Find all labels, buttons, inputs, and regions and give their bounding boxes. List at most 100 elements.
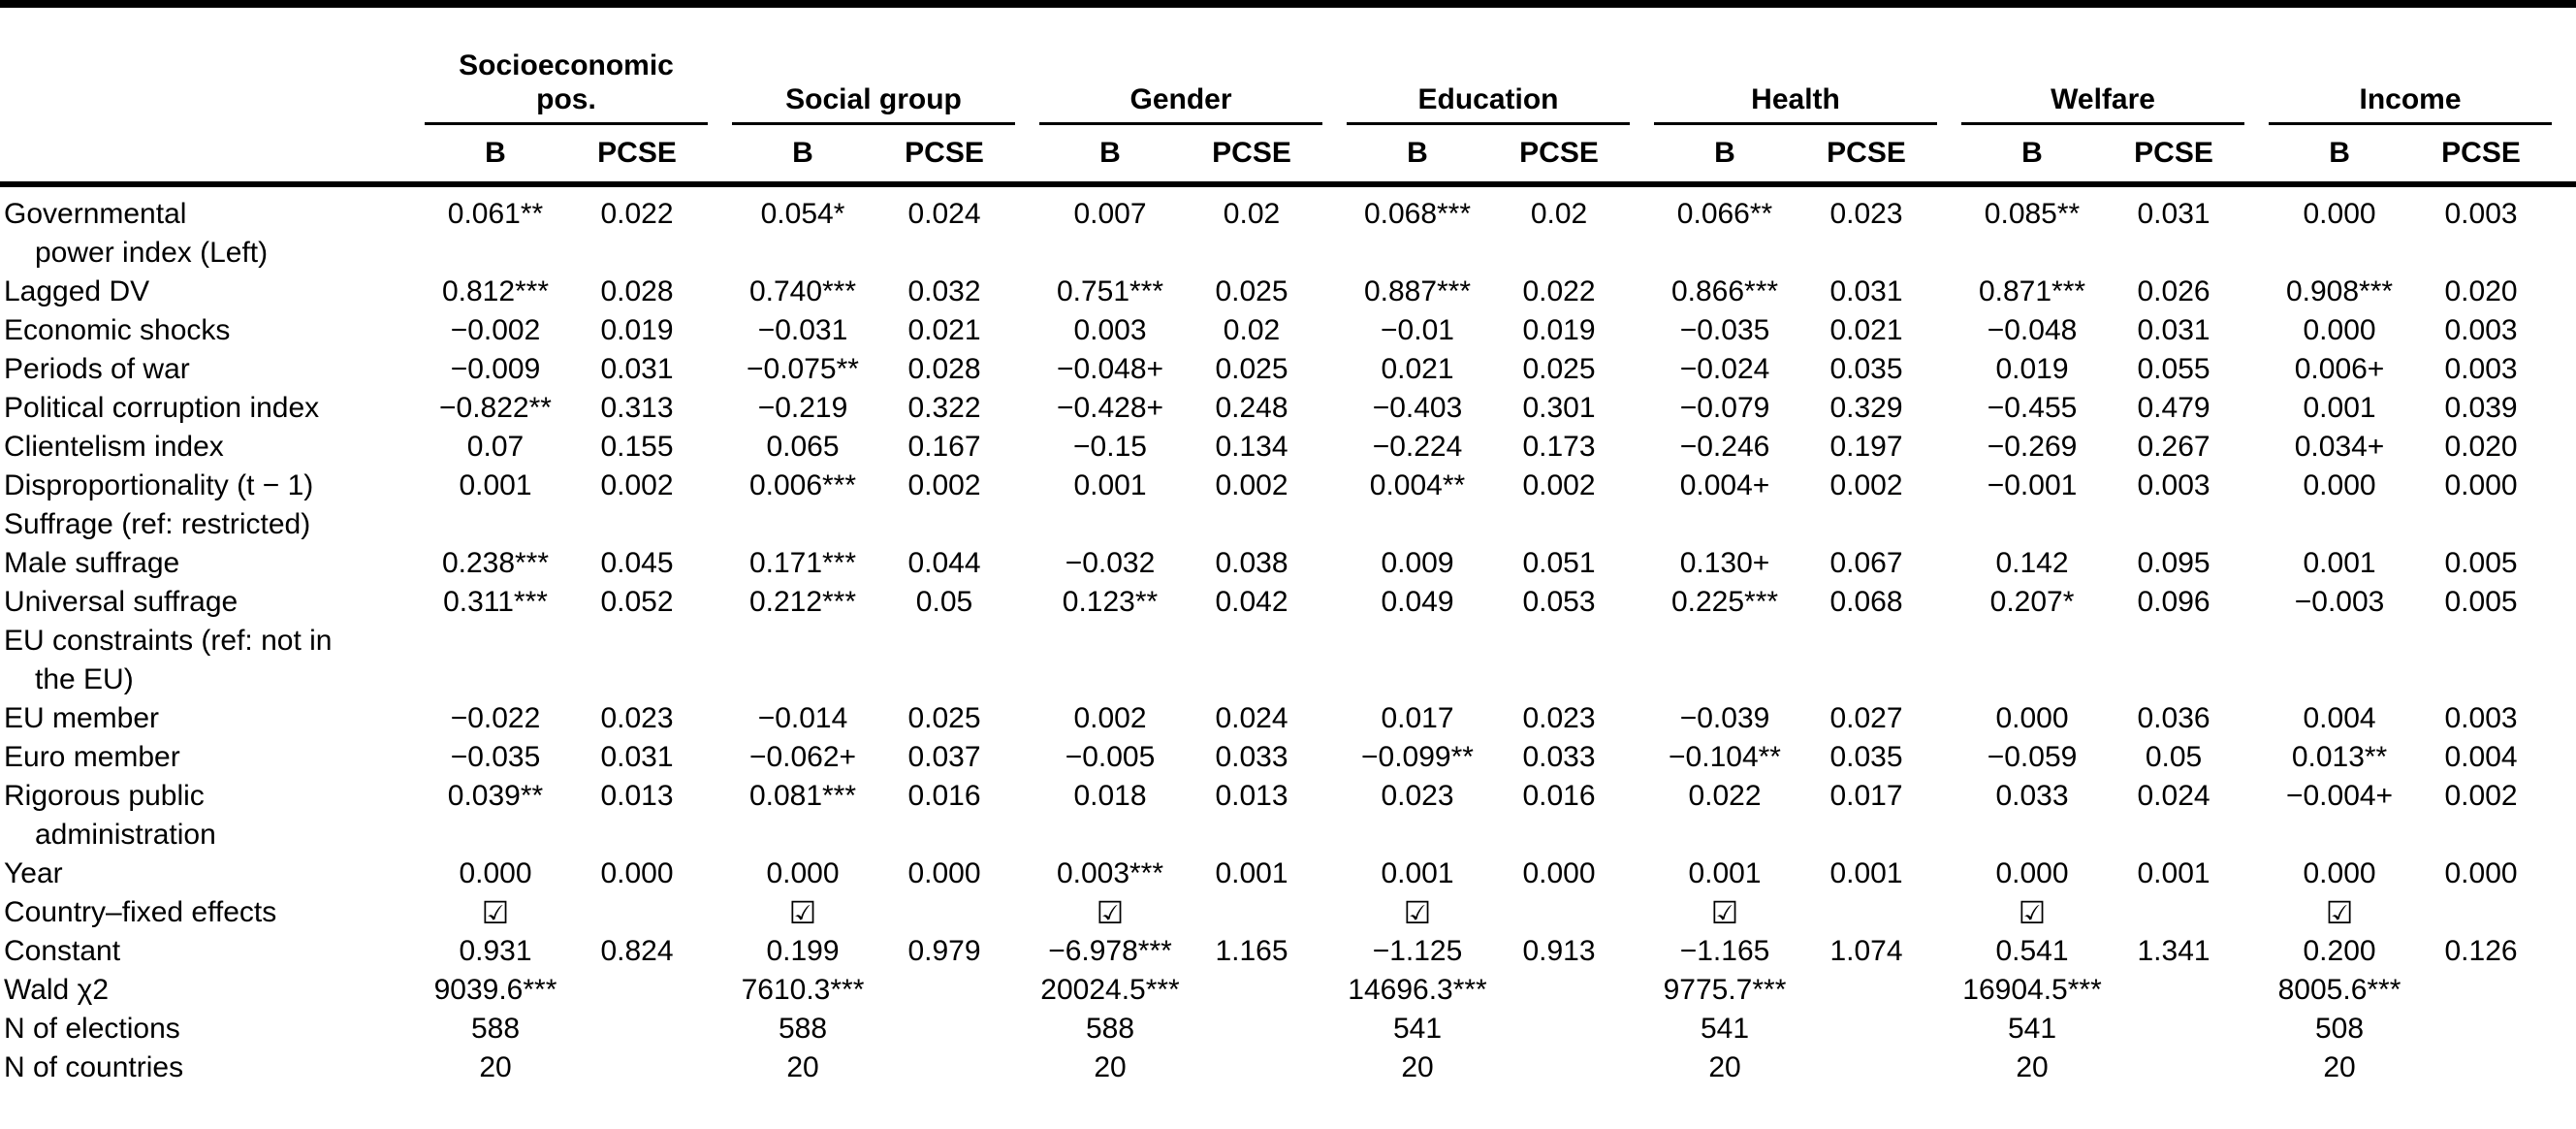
cell-pcse: 0.02 (1530, 198, 1588, 230)
cell-pcse: 0.022 (1522, 275, 1596, 307)
row-label-line: Euro member (4, 741, 180, 773)
cell-gap (1322, 1048, 1347, 1087)
cell-b: 0.000 (2303, 314, 2376, 346)
cell-pcse: 0.096 (2137, 586, 2210, 618)
cell-pcse: 0.322 (907, 392, 981, 424)
subheader-empty (0, 123, 425, 187)
table-row-n-of-countries: N of countries 20 20 20 20 20 20 20 (0, 1048, 2576, 1087)
cell-pcse: 0.002 (600, 469, 674, 501)
cell-b: 0.000 (459, 857, 532, 889)
cell-b: 0.023 (1381, 780, 1454, 812)
column-group-health: Health (1654, 4, 1938, 125)
cell-summary: 20 (1961, 1048, 2244, 1087)
cell-b: 0.887*** (1363, 275, 1472, 307)
cell-b: 0.007 (1073, 198, 1147, 230)
cell-b: −0.403 (1372, 392, 1463, 424)
cell-pcse: 0.301 (1522, 392, 1596, 424)
summary-value: 588 (470, 1013, 521, 1045)
cell-gap (1937, 932, 1961, 971)
cell-gap (2244, 777, 2269, 855)
summary-value: 14696.3*** (1348, 974, 1487, 1006)
cell-gap (1015, 389, 1039, 428)
cell-pcse: 0.002 (907, 469, 981, 501)
table-row-lagged-dv: Lagged DV 0.812*** 0.028 0.740*** 0.032 0.751… (0, 273, 2576, 311)
subheader-b: B (425, 123, 566, 187)
cell-gap (1015, 467, 1039, 505)
cell-pcse: 0.024 (907, 198, 981, 230)
cell-b: −0.035 (450, 741, 541, 773)
checked-checkbox-icon: ☑ (481, 895, 510, 930)
cell-gap (1630, 184, 1654, 273)
cell-gap (1937, 467, 1961, 505)
cell-b: 0.541 (1995, 935, 2069, 967)
cell-gap (1937, 389, 1961, 428)
table-row-eu-member: EU member −0.022 0.023 −0.014 0.025 0.002 0.02… (0, 699, 2576, 738)
cell-summary: 20 (2269, 1048, 2552, 1087)
cell-pcse: 0.031 (600, 741, 674, 773)
cell-summary: 14696.3*** (1347, 971, 1630, 1010)
cell-pcse: 0.055 (2137, 353, 2210, 385)
cell-pcse: 0.036 (2137, 702, 2210, 734)
cell-pcse: 0.913 (1522, 935, 1596, 967)
cell-pcse: 0.000 (2444, 469, 2518, 501)
cell-b: −0.224 (1372, 431, 1463, 463)
cell-pcse: 0.031 (2137, 314, 2210, 346)
cell-gap (1015, 583, 1039, 622)
group-header-row: Socioeconomic pos. Social group Gender Educa… (0, 4, 2576, 125)
cell-pcse: 0.020 (2444, 431, 2518, 463)
cell-gap (708, 389, 732, 428)
cell-b: −0.246 (1679, 431, 1770, 463)
row-label-line: Rigorous public (4, 780, 205, 812)
cell-b: 0.812*** (441, 275, 550, 307)
column-group-income: Income (2269, 4, 2553, 125)
cell-pcse: 0.05 (2145, 741, 2203, 773)
cell-gap (708, 350, 732, 389)
cell-pcse: 0.033 (1215, 741, 1288, 773)
summary-value: 7610.3*** (741, 974, 865, 1006)
cell-b: −0.004+ (2285, 780, 2394, 812)
cell-gap (1322, 184, 1347, 273)
cell-b: 0.238*** (441, 547, 550, 579)
cell-summary: 7610.3*** (732, 971, 1015, 1010)
summary-value: 20 (786, 1051, 819, 1083)
cell-pcse: 0.024 (1215, 702, 1288, 734)
checkbox-wrap: ☑ (2269, 893, 2410, 932)
cell-gap (2552, 777, 2576, 855)
cell-gap (708, 893, 732, 932)
cell-checkbox: ☑ (1039, 893, 1322, 932)
cell-summary: 8005.6*** (2269, 971, 2552, 1010)
cell-gap (1937, 777, 1961, 855)
cell-b: −6.978*** (1048, 935, 1172, 967)
cell-checkbox: ☑ (425, 893, 708, 932)
cell-b: −0.059 (1987, 741, 2078, 773)
cell-b: −0.003 (2294, 586, 2385, 618)
cell-checkbox: ☑ (1961, 893, 2244, 932)
row-label-line: administration (35, 819, 216, 851)
cell-b: 0.006*** (748, 469, 857, 501)
row-label: Lagged DV (0, 273, 425, 311)
subheader-pcse: PCSE (2410, 123, 2553, 187)
cell-pcse: 0.035 (1829, 353, 1903, 385)
row-label: N of countries (0, 1048, 425, 1087)
column-gap (2244, 4, 2269, 124)
table-row-n-of-elections: N of elections 588 588 588 541 541 541 508 (0, 1010, 2576, 1048)
cell-pcse: 0.025 (907, 702, 981, 734)
row-label-line: Disproportionality (t − 1) (4, 469, 314, 501)
cell-gap (2552, 273, 2576, 311)
row-label-line: Clientelism index (4, 431, 224, 463)
column-gap (2244, 123, 2270, 187)
cell-pcse: 0.027 (1829, 702, 1903, 734)
row-label-line: Male suffrage (4, 547, 180, 579)
cell-gap (1322, 311, 1347, 350)
cell-b: 0.001 (1073, 469, 1147, 501)
cell-summary: 20 (1347, 1048, 1630, 1087)
cell-pcse: 0.000 (907, 857, 981, 889)
cell-gap (1322, 971, 1347, 1010)
cell-gap (2244, 428, 2269, 467)
cell-b: 0.142 (1995, 547, 2069, 579)
cell-gap (2244, 1048, 2269, 1087)
cell-pcse: 1.165 (1215, 935, 1288, 967)
cell-b: 0.017 (1381, 702, 1454, 734)
cell-b: 0.039** (447, 780, 544, 812)
cell-gap (1630, 273, 1654, 311)
